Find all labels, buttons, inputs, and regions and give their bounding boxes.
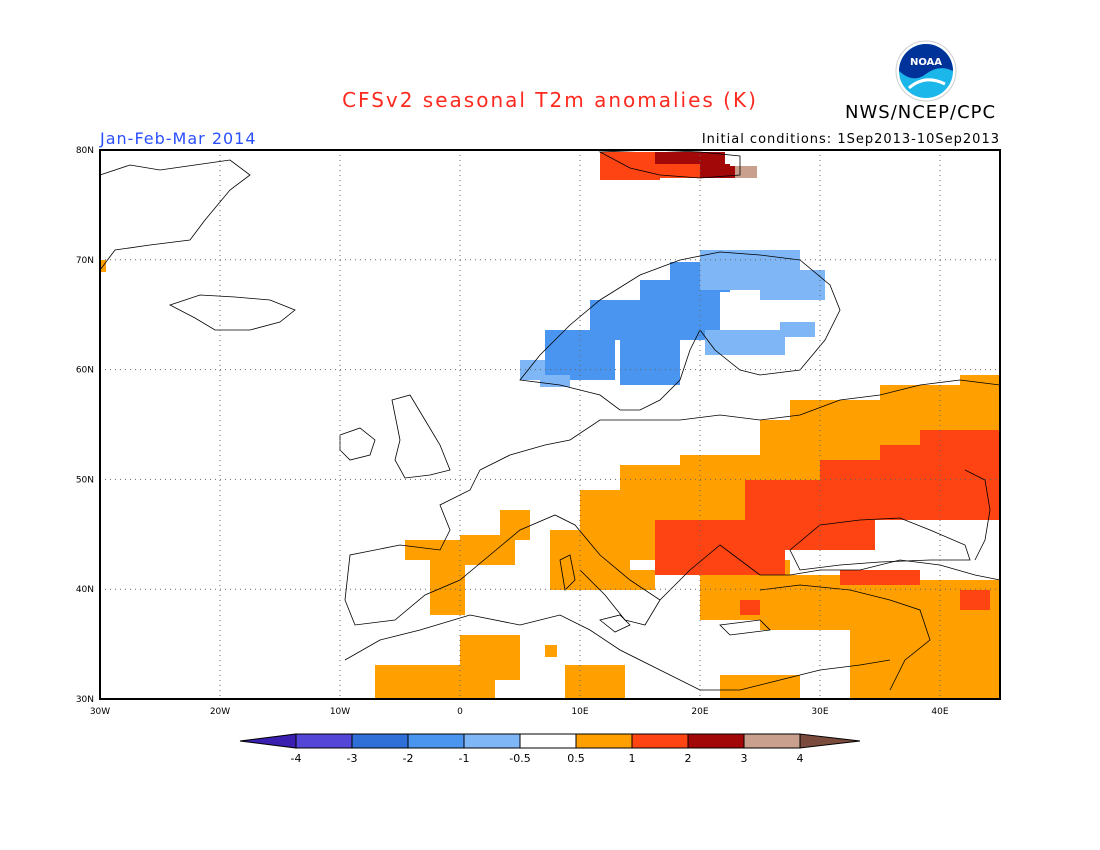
colorbar-segment <box>407 733 465 749</box>
period-label: Jan-Feb-Mar 2014 <box>100 129 257 148</box>
anomaly-cell <box>545 645 557 657</box>
lat-label: 60N <box>76 366 94 376</box>
lat-label: 30N <box>76 695 94 705</box>
anomaly-cell <box>600 152 660 180</box>
colorbar-segment <box>687 733 745 749</box>
anomaly-cell <box>960 590 990 610</box>
colorbar-tick-label: 2 <box>685 752 692 765</box>
anomaly-cell <box>880 445 940 475</box>
colorbar-tick-label: -2 <box>403 752 414 765</box>
colorbar-segment <box>351 733 409 749</box>
agency-label: NWS/NCEP/CPC <box>845 102 997 123</box>
anomaly-cell <box>660 164 710 178</box>
colorbar-segment <box>631 733 689 749</box>
lat-label: 50N <box>76 475 94 485</box>
colorbar-tick-label: 3 <box>741 752 748 765</box>
anomaly-cell <box>620 340 680 385</box>
colorbar-tick-label: 4 <box>797 752 804 765</box>
map-frame <box>99 149 1001 700</box>
anomaly-cell <box>840 570 920 585</box>
anomaly-cell <box>520 360 545 380</box>
initial-conditions-label: Initial conditions: 1Sep2013-10Sep2013 <box>701 132 1000 147</box>
anomaly-cell <box>460 635 520 680</box>
colorbar-tick-label: 0.5 <box>567 752 585 765</box>
colorbar-tick-label: -1 <box>459 752 470 765</box>
anomaly-cell <box>735 166 757 178</box>
colorbar-segment <box>519 733 577 749</box>
colorbar-tick-label: -0.5 <box>509 752 530 765</box>
lon-label: 40E <box>931 707 948 717</box>
anomaly-cell <box>760 270 825 300</box>
colorbar-segment <box>463 733 521 749</box>
colorbar-tick-label: -4 <box>291 752 302 765</box>
anomaly-cell <box>625 570 655 590</box>
lon-label: 20W <box>210 707 230 717</box>
lon-label: 30E <box>811 707 828 717</box>
colorbar-upper-arrow <box>799 733 861 749</box>
lon-label: 20E <box>691 707 708 717</box>
lon-label: 30W <box>90 707 110 717</box>
lon-label: 10E <box>571 707 588 717</box>
colorbar-tick-label: -3 <box>347 752 358 765</box>
chart-title: CFSv2 seasonal T2m anomalies (K) <box>342 88 758 112</box>
anomaly-cell <box>565 665 625 700</box>
anomaly-cell <box>500 510 530 540</box>
noaa-logo-text: NOAA <box>910 57 942 68</box>
anomaly-cell <box>655 152 725 164</box>
colorbar-lower-arrow <box>239 733 297 749</box>
anomaly-cell <box>710 540 750 570</box>
latitude-labels: 80N 70N 60N 50N 40N 30N <box>76 146 94 705</box>
anomaly-cell <box>780 322 815 337</box>
anomaly-cell <box>740 600 760 615</box>
lat-label: 70N <box>76 256 94 266</box>
lon-label: 0 <box>457 707 463 717</box>
colorbar-segment <box>743 733 801 749</box>
lon-label: 10W <box>330 707 350 717</box>
lat-label: 80N <box>76 146 94 156</box>
colorbar: -4 -3 -2 -1 -0.5 0.5 1 2 3 4 <box>239 733 861 765</box>
longitude-labels: 30W 20W 10W 0 10E 20E 30E 40E <box>90 707 949 717</box>
anomaly-cell <box>550 530 630 590</box>
colorbar-tick-label: 1 <box>629 752 636 765</box>
anomaly-cell <box>705 330 785 355</box>
colorbar-segment <box>295 733 353 749</box>
grid-lines <box>100 150 1000 699</box>
anomaly-cell <box>850 630 1000 700</box>
anomaly-cell <box>720 675 800 700</box>
anomaly-cell <box>712 166 736 178</box>
lat-label: 40N <box>76 585 94 595</box>
anomaly-layer <box>100 152 1000 700</box>
anomaly-cell <box>540 375 570 387</box>
colorbar-segment <box>575 733 633 749</box>
noaa-logo-icon: NOAA <box>895 40 957 102</box>
